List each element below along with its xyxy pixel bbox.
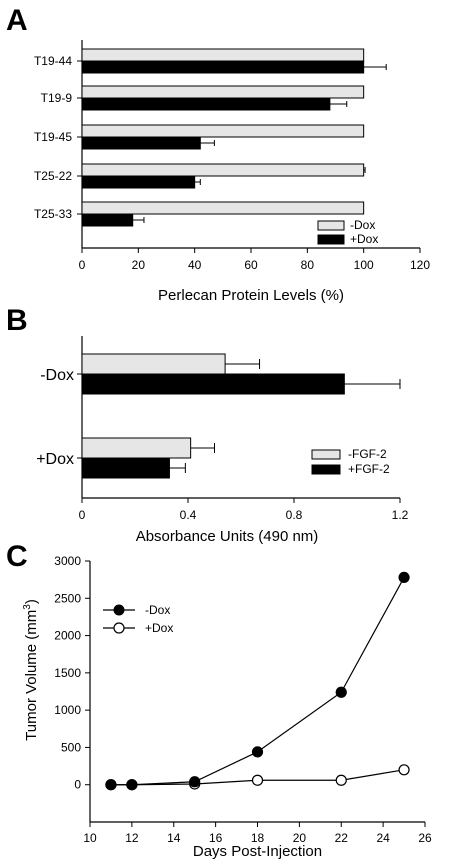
panel-a-x-tick-label: 20 [132,258,146,272]
panel-a-x-tick-label: 0 [79,258,86,272]
panel-c-x-tick-label: 14 [167,831,181,845]
panel-b-legend-label-plus-fgf2: +FGF-2 [348,462,390,476]
panel-c-point-plus-dox [335,774,347,786]
panel-label-a: A [6,4,28,37]
panel-c-point-minus-dox [335,686,347,698]
panel-a-legend-label-plus-dox: +Dox [350,232,378,246]
panel-a-x-axis-title: Perlecan Protein Levels (%) [158,287,344,304]
panel-c-y-tick-label: 1000 [54,703,81,717]
panel-b-legend-swatch-plus-fgf2 [311,464,341,475]
panel-a-legend-swatch-minus-dox [317,220,345,231]
panel-c-legend-marker-minus-dox [113,604,125,616]
panel-b-x-tick-label: 0 [79,508,86,522]
panel-c-point-minus-dox [251,746,264,758]
panel-b-x-tick-label: 0.8 [286,508,303,522]
panel-a-x-tick-label: 80 [301,258,315,272]
panel-a-category-label: T19-44 [34,54,72,68]
panel-a-bar-minus-dox [81,48,365,62]
panel-c-point-minus-dox [126,779,138,791]
panel-c-y-axis-title-sup: 3 [22,604,33,610]
panel-a-bar-minus-dox [81,124,365,138]
panel-c-y-axis-title-close: ) [23,599,40,604]
panel-a-bar-plus-dox [81,97,331,111]
panel-c-point-minus-dox [189,776,201,788]
panel-b-category-label: +Dox [36,451,74,468]
panel-a-x-tick-label: 100 [354,258,374,272]
panel-b-x-tick-label: 1.2 [392,508,409,522]
panel-c-point-plus-dox [398,764,410,776]
panel-c-x-tick-label: 16 [209,831,223,845]
panel-c-y-tick-label: 1500 [54,666,81,680]
panel-a-x-tick-label: 40 [188,258,202,272]
panel-a-bar-minus-dox [81,85,365,99]
panel-b-bar-minus-fgf2 [81,353,226,375]
panel-b-bar-plus-fgf2 [81,373,345,395]
panel-a-x-tick-label: 120 [410,258,430,272]
panel-a-category-label: T25-33 [34,207,72,221]
panel-a-legend-swatch-plus-dox [317,234,345,245]
panel-c-y-tick-label: 3000 [54,554,81,568]
panel-c-x-tick-label: 12 [125,831,139,845]
panel-c-x-tick-label: 24 [376,831,390,845]
panel-c-x-axis-title: Days Post-Injection [193,843,322,860]
panel-c-x-tick-label: 20 [293,831,307,845]
panel-c-point-minus-dox [105,779,117,791]
panel-a-bar-minus-dox [81,163,365,177]
panel-b-bar-plus-fgf2 [81,457,170,479]
panel-a-category-label: T19-9 [41,91,73,105]
panel-c-x-tick-label: 26 [418,831,432,845]
panel-c-y-tick-label: 2500 [54,591,81,605]
panel-a-category-label: T19-45 [34,130,72,144]
panel-b-bar-minus-fgf2 [81,437,192,459]
panel-a: A 0 20 40 60 80 100 120 T19-44 T19-9 T19-45 T25-22 T… [6,4,430,304]
panel-a-bar-plus-dox [81,136,201,150]
panel-b-legend-swatch-minus-fgf2 [311,449,341,460]
panel-a-legend-label-minus-dox: -Dox [350,218,375,232]
panel-a-bar-minus-dox [81,201,365,215]
panel-c-y-tick-label: 500 [61,740,81,754]
panel-b-x-tick-label: 0.4 [180,508,197,522]
panel-a-bar-plus-dox [81,60,365,74]
panel-c-y-tick-label: 0 [74,778,81,792]
panel-a-x-tick-label: 60 [244,258,258,272]
panel-label-b: B [6,304,28,337]
panel-c-legend-label-plus-dox: +Dox [145,621,173,635]
panel-c-x-tick-label: 10 [83,831,97,845]
panel-a-bar-plus-dox [81,175,196,189]
panel-c-y-axis-title: Tumor Volume (mm3) [22,599,40,741]
panel-b-legend-label-minus-fgf2: -FGF-2 [348,447,387,461]
panel-c-legend-label-minus-dox: -Dox [145,603,170,617]
panel-c-point-minus-dox [398,571,410,584]
panel-a-category-label: T25-22 [34,169,72,183]
panel-b: B 0 0.4 0.8 1.2 -Dox +Dox -FGF-2+FGF-2 Absorbanc… [6,304,409,545]
panel-c-y-axis-title-main: Tumor Volume (mm [23,610,40,741]
panel-c-point-plus-dox [251,774,264,786]
panel-b-x-axis-title: Absorbance Units (490 nm) [136,528,319,545]
panel-b-category-label: -Dox [40,367,74,384]
panel-label-c: C [6,540,28,573]
panel-c-y-tick-label: 2000 [54,629,81,643]
panel-a-bar-plus-dox [81,213,134,227]
panel-c-legend-marker-plus-dox [113,622,125,634]
panel-c-x-tick-label: 22 [335,831,349,845]
panel-c-x-tick-label: 18 [251,831,265,845]
panel-c: C 0 500 1000 1500 2000 2500 3000 10 12 14 16 18 20 22 2… [6,540,432,860]
